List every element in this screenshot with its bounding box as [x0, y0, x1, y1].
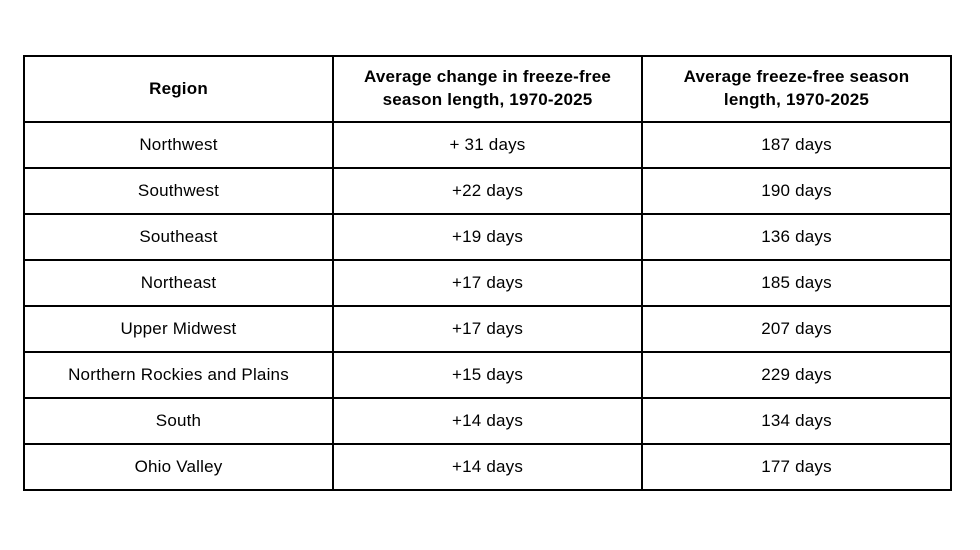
header-avg-change: Average change in freeze-free season len…	[332, 55, 643, 123]
region-cell: Ohio Valley	[23, 443, 334, 491]
region-cell: Northern Rockies and Plains	[23, 351, 334, 399]
table-row: Southwest +22 days 190 days	[23, 167, 952, 215]
table-row: Ohio Valley +14 days 177 days	[23, 443, 952, 491]
region-cell: Northwest	[23, 121, 334, 169]
change-cell: +22 days	[332, 167, 643, 215]
header-avg-season-length: Average freeze-free season length, 1970-…	[641, 55, 952, 123]
change-cell: +17 days	[332, 305, 643, 353]
table-header: Region Average change in freeze-free sea…	[23, 55, 952, 123]
table-row: Northeast +17 days 185 days	[23, 259, 952, 307]
region-cell: Southwest	[23, 167, 334, 215]
table-row: Upper Midwest +17 days 207 days	[23, 305, 952, 353]
region-cell: Upper Midwest	[23, 305, 334, 353]
region-cell: Southeast	[23, 213, 334, 261]
header-region: Region	[23, 55, 334, 123]
season-length-cell: 177 days	[641, 443, 952, 491]
table-row: Northern Rockies and Plains +15 days 229 d…	[23, 351, 952, 399]
season-length-cell: 190 days	[641, 167, 952, 215]
season-length-cell: 187 days	[641, 121, 952, 169]
region-cell: South	[23, 397, 334, 445]
change-cell: +15 days	[332, 351, 643, 399]
change-cell: +19 days	[332, 213, 643, 261]
table-row: Southeast +19 days 136 days	[23, 213, 952, 261]
change-cell: +14 days	[332, 397, 643, 445]
change-cell: +17 days	[332, 259, 643, 307]
season-length-cell: 207 days	[641, 305, 952, 353]
season-length-cell: 185 days	[641, 259, 952, 307]
season-length-cell: 134 days	[641, 397, 952, 445]
header-row: Region Average change in freeze-free sea…	[23, 55, 952, 123]
change-cell: + 31 days	[332, 121, 643, 169]
freeze-free-season-table: Region Average change in freeze-free sea…	[23, 55, 952, 491]
table-row: Northwest + 31 days 187 days	[23, 121, 952, 169]
season-length-cell: 136 days	[641, 213, 952, 261]
table-row: South +14 days 134 days	[23, 397, 952, 445]
season-length-cell: 229 days	[641, 351, 952, 399]
table-body: Northwest + 31 days 187 days Southwest +22 d…	[23, 121, 952, 491]
change-cell: +14 days	[332, 443, 643, 491]
region-cell: Northeast	[23, 259, 334, 307]
